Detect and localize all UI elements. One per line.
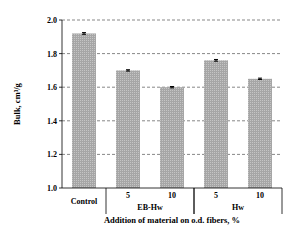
y-tick-label: 1.4 xyxy=(47,117,57,126)
error-bar xyxy=(214,59,218,61)
y-tick-label: 1.6 xyxy=(47,83,57,92)
y-tick xyxy=(59,87,62,88)
y-axis-label: Bulk, cm³/g xyxy=(12,82,22,124)
bar xyxy=(248,79,272,188)
bar xyxy=(116,70,140,188)
group-separator xyxy=(282,188,283,214)
x-axis-label: Addition of material on o.d. fibers, % xyxy=(104,215,240,225)
y-tick-label: 2.0 xyxy=(47,16,57,25)
error-bar xyxy=(170,87,174,88)
error-bar xyxy=(82,33,86,35)
y-tick xyxy=(59,20,62,21)
y-tick-label: 1.2 xyxy=(47,150,57,159)
x-axis xyxy=(62,188,282,189)
chart: 1.0 1.2 1.4 1.6 1.8 2.0 Control 5 10 5 10 EB-Hw Hw Ad… xyxy=(0,0,290,226)
group-separator xyxy=(194,188,195,214)
bars xyxy=(72,33,272,188)
bar xyxy=(160,87,184,188)
y-tick xyxy=(59,53,62,54)
bar xyxy=(204,60,228,188)
error-bar xyxy=(126,70,130,71)
y-tick xyxy=(59,154,62,155)
y-tick xyxy=(59,188,62,189)
y-axis xyxy=(62,20,63,188)
group-label: Hw xyxy=(232,203,244,212)
bar xyxy=(72,33,96,188)
group-separator xyxy=(194,188,195,214)
group-label: EB-Hw xyxy=(137,203,163,212)
x-tick-label: 5 xyxy=(214,191,218,200)
group-separator xyxy=(106,188,107,214)
x-tick-label: Control xyxy=(71,197,98,206)
chart-root: 1.0 1.2 1.4 1.6 1.8 2.0 Control 5 10 5 10 EB-Hw Hw Ad… xyxy=(0,0,290,226)
y-tick xyxy=(59,120,62,121)
grid-line xyxy=(62,20,282,21)
y-tick-label: 1.0 xyxy=(47,184,57,193)
y-tick-label: 1.8 xyxy=(47,50,57,59)
x-tick-label: 10 xyxy=(168,191,176,200)
x-tick-label: 10 xyxy=(256,191,264,200)
error-bar xyxy=(258,78,262,79)
x-tick-label: 5 xyxy=(126,191,130,200)
